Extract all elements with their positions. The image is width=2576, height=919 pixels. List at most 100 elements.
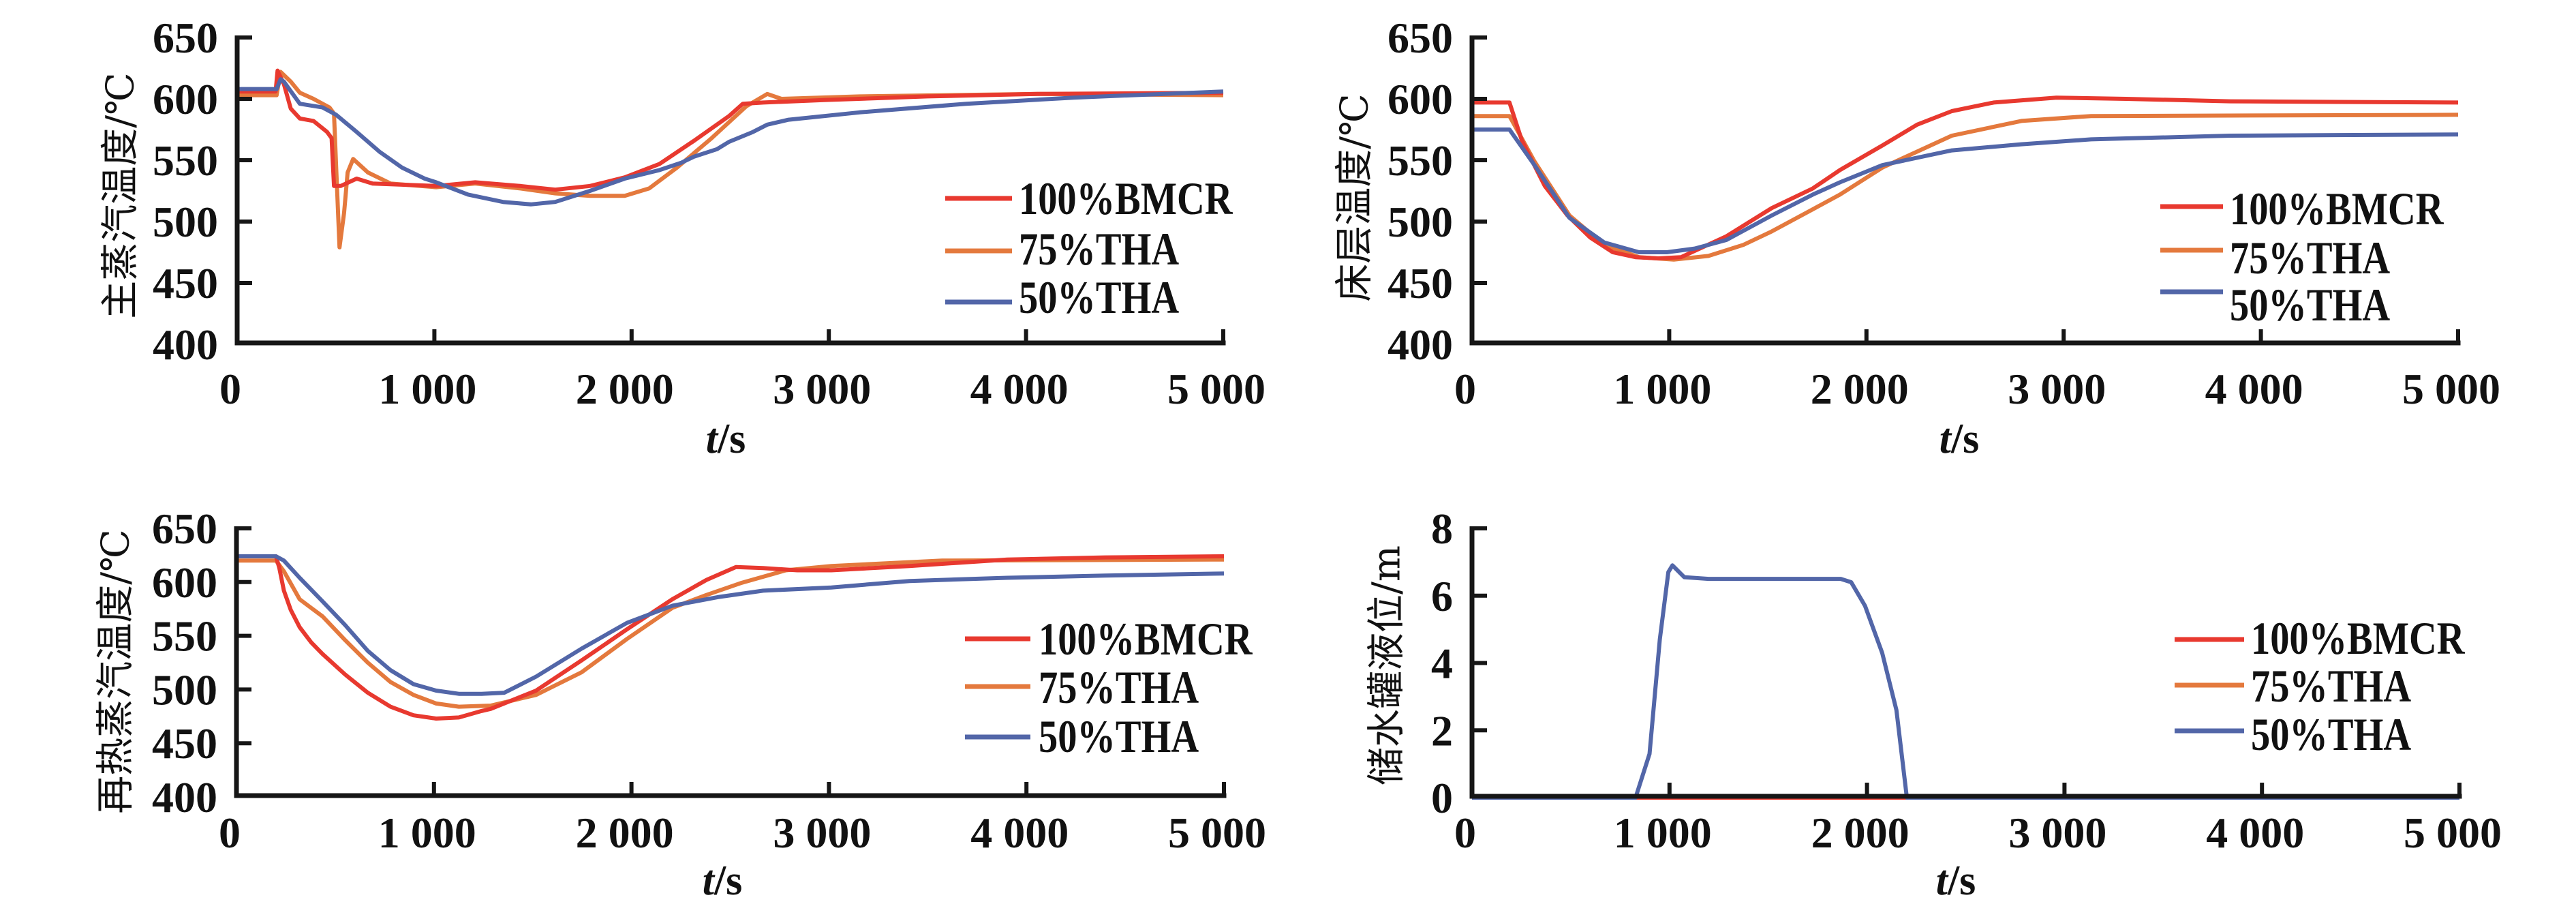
y-tick-label: 650 <box>153 14 218 62</box>
x-tick-label: 3 000 <box>2008 809 2106 857</box>
y-tick-label: 500 <box>153 198 218 246</box>
legend-item-100pct-bmcr: 100%BMCR <box>945 172 1233 224</box>
x-axis-variable: t <box>703 858 716 904</box>
x-tick-label: 3 000 <box>773 365 871 413</box>
x-tick-label: 5 000 <box>1167 365 1266 413</box>
y-tick-label: 550 <box>153 136 218 185</box>
x-axis-label: t/s <box>706 416 746 462</box>
x-tick-label: 1 000 <box>1614 809 1712 857</box>
legend-label: 75%THA <box>2230 232 2390 284</box>
y-tick-label: 500 <box>1387 198 1453 246</box>
legend-label: 100%BMCR <box>2230 183 2444 235</box>
x-tick-label: 0 <box>1454 809 1476 857</box>
legend-item-75pct-tha: 75%THA <box>965 661 1199 713</box>
x-axis-label: t/s <box>1936 858 1976 904</box>
y-tick-label: 0 <box>1431 774 1453 822</box>
legend-label: 75%THA <box>2251 660 2411 712</box>
y-tick-label: 650 <box>1387 14 1453 62</box>
x-axis-variable: t <box>1936 858 1949 904</box>
x-tick-label: 4 000 <box>2206 809 2304 857</box>
legend-item-75pct-tha: 75%THA <box>2160 232 2390 284</box>
x-tick-label: 2 000 <box>576 809 674 857</box>
x-tick-label: 1 000 <box>378 809 476 857</box>
legend-item-50pct-tha: 50%THA <box>965 710 1199 762</box>
legend-label: 50%THA <box>1019 271 1179 323</box>
y-axis-label: 主蒸汽温度/℃ <box>99 72 143 319</box>
legend-label: 100%BMCR <box>2251 612 2465 664</box>
x-tick-label: 2 000 <box>1811 365 1909 413</box>
chart-panel-4: 0 2 4 6 8 0 1 000 2 000 3 000 4 000 5 000 储水罐液位/m t/… <box>1365 504 2502 904</box>
chart-panel-1: 400 450 500 550 600 650 0 1 000 2 000 3 000 4 000 5… <box>99 14 1266 462</box>
x-tick-label: 4 000 <box>2205 365 2303 413</box>
series-line-100pct-bmcr <box>237 68 1224 192</box>
x-tick-label: 0 <box>219 365 241 413</box>
legend-item-50pct-tha: 50%THA <box>945 271 1179 323</box>
series-line-50pct-tha <box>1472 127 2459 254</box>
x-axis-unit: /s <box>1947 858 1976 904</box>
y-tick-label: 450 <box>153 259 218 307</box>
y-tick-label: 550 <box>1387 136 1453 185</box>
legend-label: 100%BMCR <box>1019 172 1233 224</box>
series-lines <box>236 554 1225 721</box>
y-tick-label: 2 <box>1431 706 1453 755</box>
x-axis-label: t/s <box>1939 416 1980 462</box>
series-line-50pct-tha <box>237 77 1224 207</box>
y-axis-label: 储水罐液位/m <box>1365 545 1409 785</box>
x-axis-unit: /s <box>1950 416 1979 462</box>
legend-label: 75%THA <box>1039 661 1199 713</box>
y-axis-label: 床层温度/℃ <box>1333 93 1377 302</box>
y-tick-label: 400 <box>153 320 218 369</box>
x-tick-label: 4 000 <box>970 365 1069 413</box>
x-tick-label: 5 000 <box>2404 809 2502 857</box>
y-tick-label: 450 <box>152 719 217 768</box>
x-tick-label: 1 000 <box>1613 365 1711 413</box>
x-tick-label: 2 000 <box>1811 809 1910 857</box>
x-axis-label: t/s <box>703 858 743 904</box>
series-line-75pct-tha <box>236 557 1225 709</box>
legend-item-100pct-bmcr: 100%BMCR <box>2175 612 2465 664</box>
x-tick-label: 0 <box>1454 365 1476 413</box>
y-tick-label: 500 <box>152 665 217 714</box>
legend-label: 100%BMCR <box>1039 613 1253 665</box>
x-axis-unit: /s <box>717 416 746 462</box>
x-tick-label: 1 000 <box>378 365 476 413</box>
x-tick-label: 3 000 <box>773 809 871 857</box>
x-tick-label: 4 000 <box>970 809 1069 857</box>
x-tick-label: 5 000 <box>1168 809 1266 857</box>
series-lines <box>237 68 1224 250</box>
legend-label: 50%THA <box>2230 279 2390 331</box>
legend-label: 50%THA <box>1039 710 1199 762</box>
x-tick-label: 3 000 <box>2008 365 2106 413</box>
x-tick-label: 0 <box>219 809 241 857</box>
y-tick-label: 600 <box>153 75 218 123</box>
legend-item-75pct-tha: 75%THA <box>2175 660 2411 712</box>
y-tick-label: 450 <box>1387 259 1453 307</box>
legend-item-75pct-tha: 75%THA <box>945 223 1179 275</box>
legend-item-50pct-tha: 50%THA <box>2175 708 2411 760</box>
y-tick-label: 400 <box>152 773 217 822</box>
series-lines <box>1472 95 2459 262</box>
legend-item-100pct-bmcr: 100%BMCR <box>2160 183 2444 235</box>
x-tick-label: 2 000 <box>576 365 674 413</box>
y-tick-label: 550 <box>152 612 217 661</box>
y-tick-label: 6 <box>1431 572 1453 620</box>
series-line-50pct-tha <box>236 554 1225 696</box>
y-tick-label: 8 <box>1431 504 1453 553</box>
series-line-50pct-tha <box>1472 563 2459 800</box>
legend-label: 75%THA <box>1019 223 1179 275</box>
series-line-100pct-bmcr <box>236 554 1225 721</box>
y-tick-label: 4 <box>1431 639 1453 688</box>
chart-panel-2: 400 450 500 550 600 650 0 1 000 2 000 3 000 4 000 5… <box>1333 14 2501 462</box>
y-tick-label: 650 <box>152 504 217 553</box>
legend-item-50pct-tha: 50%THA <box>2160 279 2390 331</box>
y-tick-label: 600 <box>152 558 217 607</box>
x-tick-label: 5 000 <box>2402 365 2500 413</box>
x-axis-unit: /s <box>714 858 742 904</box>
